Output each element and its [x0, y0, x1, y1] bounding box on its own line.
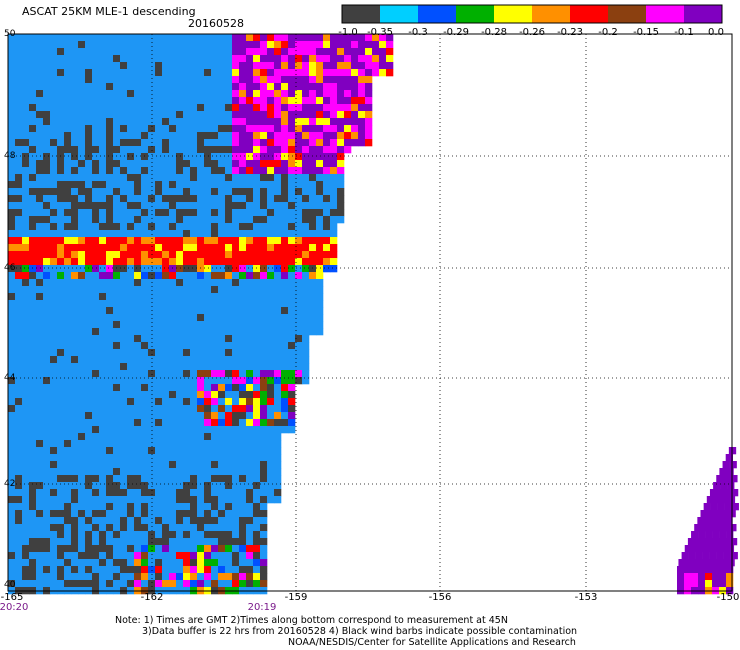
- lat-label-46: 46: [4, 263, 16, 273]
- colorbar-tick-label: -0.28: [481, 27, 507, 38]
- colorbar-segment: [380, 5, 419, 23]
- colorbar-tick-label: -0.3: [408, 27, 428, 38]
- colorbar-tick-label: -0.29: [443, 27, 469, 38]
- colorbar-tick-label: -1.0: [338, 27, 358, 38]
- colorbar-tick-label: -0.26: [519, 27, 545, 38]
- note-line-1: Note: 1) Times are GMT 2)Times along bot…: [115, 615, 508, 626]
- colorbar-segment: [418, 5, 457, 23]
- plot-frame: [7, 33, 733, 592]
- colorbar: [341, 4, 723, 24]
- lat-lon-grid: [8, 34, 732, 591]
- colorbar-segment: [494, 5, 533, 23]
- colorbar-segment: [608, 5, 647, 23]
- time-label-mid: 20:19: [247, 602, 277, 613]
- colorbar-tick-label: -0.23: [557, 27, 583, 38]
- lat-label-40: 40: [4, 580, 16, 590]
- colorbar-segment: [646, 5, 685, 23]
- colorbar-tick-label: -0.15: [633, 27, 659, 38]
- colorbar-segment: [684, 5, 723, 23]
- colorbar-segment: [456, 5, 495, 23]
- lat-label-42: 42: [4, 479, 16, 489]
- lon-label-156: -156: [428, 592, 452, 603]
- note-line-2: 3)Data buffer is 22 hrs from 20160528 4)…: [142, 626, 578, 637]
- plot-title: ASCAT 25KM MLE-1 descending: [22, 5, 196, 18]
- lon-label-159: -159: [284, 592, 308, 603]
- lat-label-44: 44: [4, 373, 16, 383]
- time-label-left: 20:20: [0, 602, 29, 613]
- lon-label-150: -150: [716, 592, 740, 603]
- colorbar-segment: [342, 5, 381, 23]
- colorbar-tick-label: -0.2: [598, 27, 618, 38]
- lon-label-162: -162: [140, 592, 164, 603]
- plot-date: 20160528: [188, 17, 244, 30]
- colorbar-tick-label: -0.35: [367, 27, 393, 38]
- colorbar-tick-label: 0.0: [708, 27, 724, 38]
- lat-label-48: 48: [4, 151, 16, 161]
- colorbar-segment: [532, 5, 571, 23]
- lon-label-153: -153: [574, 592, 598, 603]
- colorbar-tick-label: -0.1: [674, 27, 694, 38]
- lon-label-165: -165: [0, 592, 24, 603]
- colorbar-segment: [570, 5, 609, 23]
- lat-label-50: 50: [4, 29, 16, 39]
- ascat-swath: [8, 34, 739, 595]
- note-line-3: NOAA/NESDIS/Center for Satellite Applica…: [288, 637, 576, 648]
